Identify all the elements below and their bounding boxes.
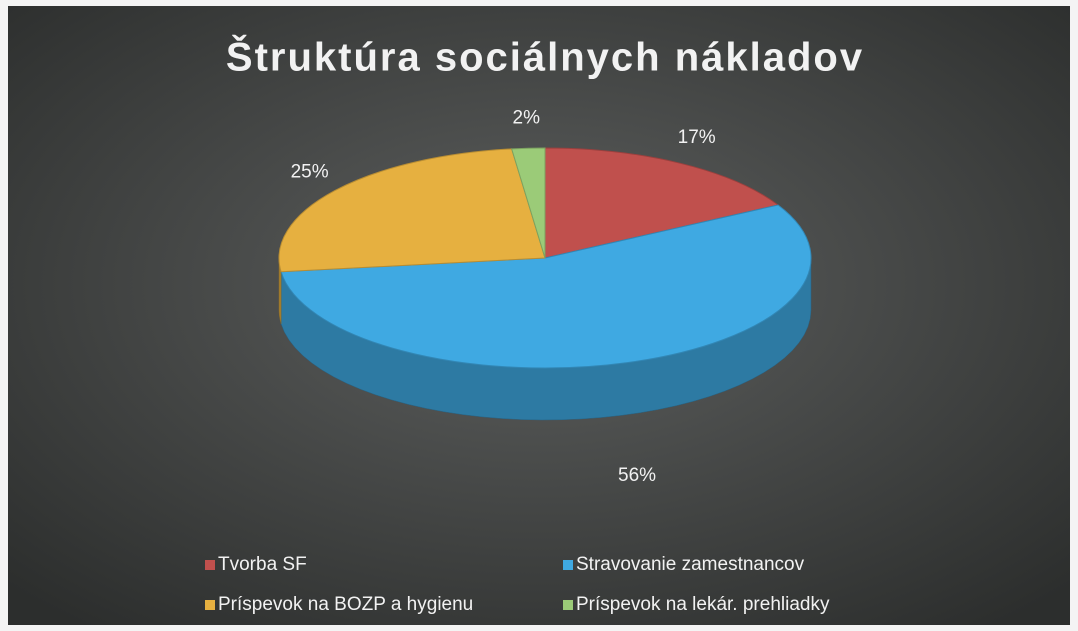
slice (544, 147, 780, 259)
slice (278, 148, 546, 273)
data-label: 17% (678, 127, 716, 148)
legend-label: Tvorba SF (218, 554, 307, 575)
data-label: 56% (618, 465, 656, 486)
legend-swatch (205, 560, 215, 570)
data-label: 25% (291, 161, 329, 182)
chart-title: Štruktúra sociálnych nákladov (226, 34, 864, 80)
slice (510, 147, 546, 259)
legend-label: Príspevok na lekár. prehliadky (576, 594, 830, 615)
legend-swatch (563, 600, 573, 610)
legend-label: Príspevok na BOZP a hygienu (218, 594, 473, 615)
legend-swatch (563, 560, 573, 570)
slice (280, 204, 812, 369)
legend-swatch (205, 600, 215, 610)
legend-label: Stravovanie zamestnancov (576, 554, 805, 575)
data-label: 2% (513, 108, 541, 129)
